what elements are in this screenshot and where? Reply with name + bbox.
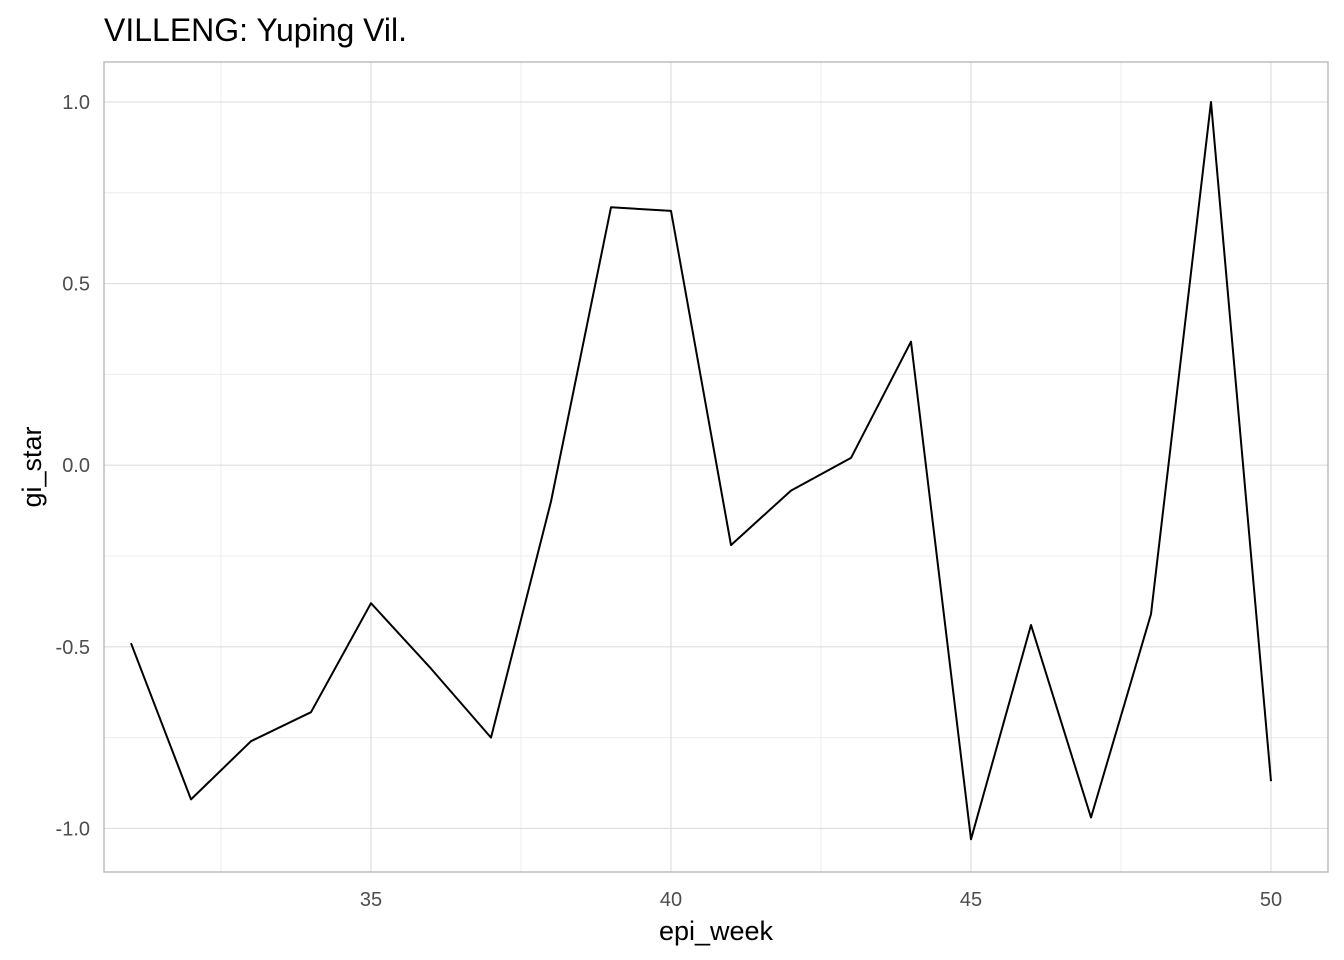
y-tick-label: -0.5 bbox=[56, 637, 90, 659]
x-tick-label: 40 bbox=[660, 889, 682, 911]
x-axis-title: epi_week bbox=[659, 916, 774, 946]
x-tick-label: 50 bbox=[1260, 889, 1282, 911]
y-tick-label: 0.0 bbox=[62, 455, 90, 477]
panel-border bbox=[103, 61, 1329, 873]
x-tick-label: 35 bbox=[360, 889, 382, 911]
grid bbox=[104, 62, 1328, 872]
series-line bbox=[130, 101, 1272, 841]
y-tick-label: -1.0 bbox=[56, 818, 90, 840]
axes: 35 40 45 50 -1.0 -0.5 0.0 0.5 1.0 bbox=[56, 61, 1329, 911]
chart-title: VILLENG: Yuping Vil. bbox=[104, 12, 407, 48]
series bbox=[130, 101, 1272, 841]
y-tick-label: 1.0 bbox=[62, 92, 90, 114]
y-axis-title: gi_star bbox=[17, 426, 47, 507]
y-tick-label: 0.5 bbox=[62, 274, 90, 296]
x-tick-label: 45 bbox=[960, 889, 982, 911]
